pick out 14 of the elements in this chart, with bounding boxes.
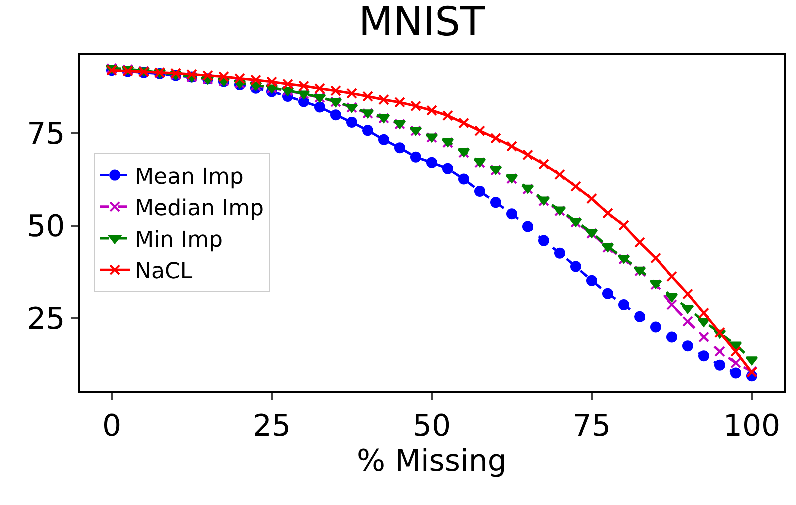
x-tick-label: 100	[723, 408, 781, 444]
x-tick-label: 0	[102, 408, 122, 444]
y-tick-label: 25	[27, 302, 66, 338]
y-tick-label: 50	[27, 209, 66, 244]
legend-label: Mean Imp	[135, 164, 244, 190]
chart-title: MNIST	[358, 0, 486, 46]
x-axis-title: % Missing	[357, 444, 507, 479]
x-tick-label: 25	[252, 408, 292, 444]
x-tick-label: 50	[412, 408, 452, 444]
x-tick-label: 75	[572, 408, 612, 444]
legend-label: Min Imp	[135, 228, 223, 254]
y-tick-label: 75	[27, 116, 66, 152]
legend-label: NaCL	[135, 260, 194, 285]
legend-label: Median Imp	[135, 196, 264, 222]
